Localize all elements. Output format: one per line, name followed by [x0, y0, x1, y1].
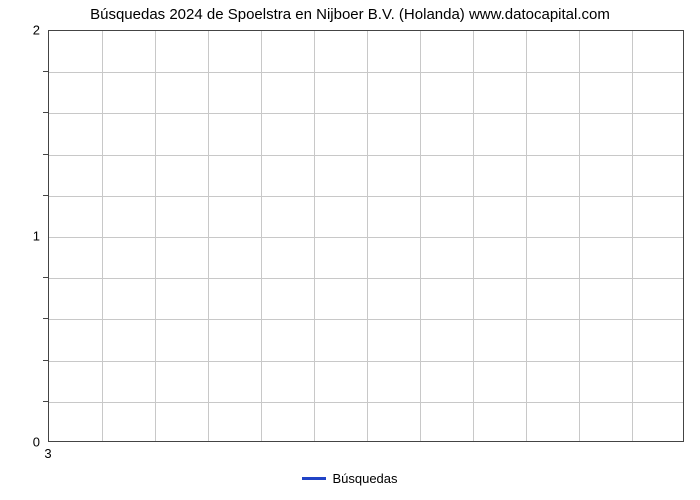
y-minor-tick — [43, 277, 48, 278]
y-minor-tick — [43, 112, 48, 113]
gridline-horizontal — [49, 155, 683, 156]
y-tick-label: 0 — [18, 435, 40, 450]
gridline-vertical — [579, 31, 580, 441]
y-minor-tick — [43, 154, 48, 155]
gridline-horizontal — [49, 361, 683, 362]
y-minor-tick — [43, 195, 48, 196]
gridline-vertical — [420, 31, 421, 441]
gridline-horizontal — [49, 278, 683, 279]
chart-title: Búsquedas 2024 de Spoelstra en Nijboer B… — [0, 6, 700, 23]
chart-container: Búsquedas 2024 de Spoelstra en Nijboer B… — [0, 0, 700, 500]
legend-line-swatch — [302, 477, 326, 480]
y-tick-label: 1 — [18, 229, 40, 244]
y-minor-tick — [43, 318, 48, 319]
gridline-horizontal — [49, 319, 683, 320]
gridline-vertical — [208, 31, 209, 441]
gridline-horizontal — [49, 196, 683, 197]
gridline-vertical — [632, 31, 633, 441]
legend: Búsquedas — [0, 470, 700, 486]
gridline-vertical — [526, 31, 527, 441]
gridline-horizontal — [49, 402, 683, 403]
plot-area — [48, 30, 684, 442]
gridline-vertical — [473, 31, 474, 441]
y-minor-tick — [43, 401, 48, 402]
gridline-horizontal — [49, 113, 683, 114]
y-tick-label: 2 — [18, 23, 40, 38]
legend-label: Búsquedas — [332, 471, 397, 486]
y-minor-tick — [43, 71, 48, 72]
gridline-vertical — [102, 31, 103, 441]
gridline-vertical — [261, 31, 262, 441]
y-minor-tick — [43, 360, 48, 361]
x-tick-label: 3 — [44, 446, 51, 461]
gridline-horizontal — [49, 72, 683, 73]
gridline-vertical — [367, 31, 368, 441]
gridline-horizontal — [49, 237, 683, 238]
gridline-vertical — [314, 31, 315, 441]
gridline-vertical — [155, 31, 156, 441]
